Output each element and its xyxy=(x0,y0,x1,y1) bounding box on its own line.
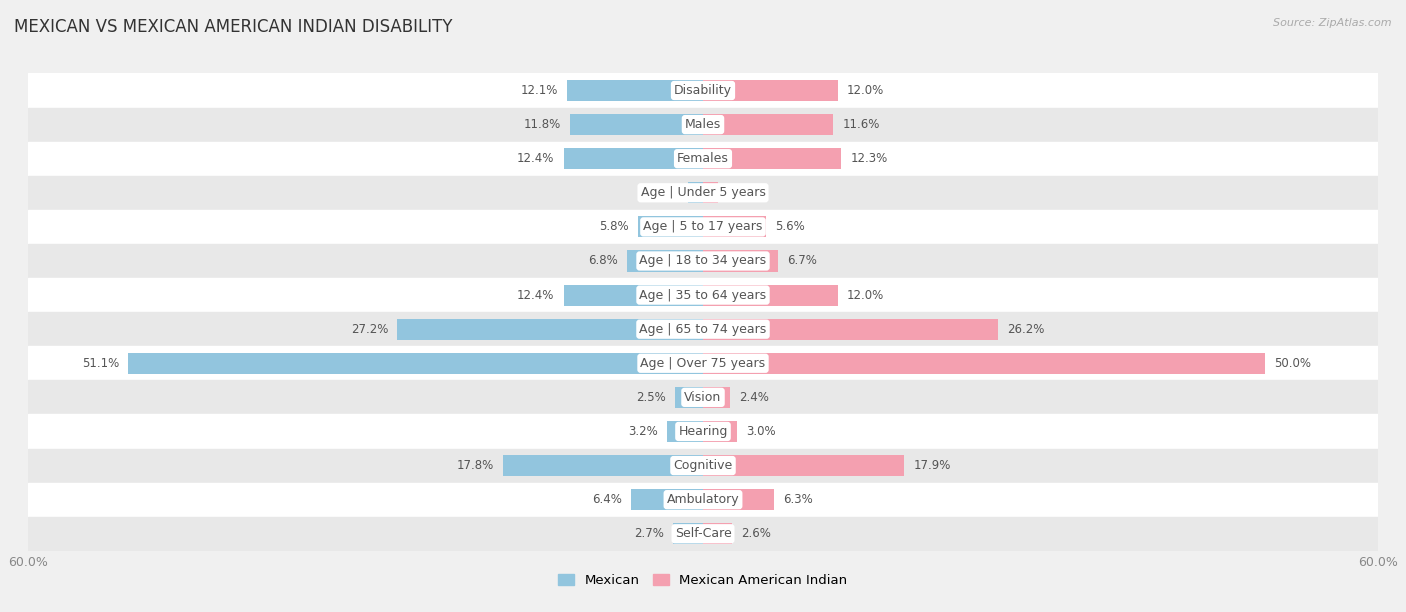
Bar xyxy=(28,210,1378,244)
Text: Age | 18 to 34 years: Age | 18 to 34 years xyxy=(640,255,766,267)
Text: Self-Care: Self-Care xyxy=(675,528,731,540)
Text: 12.3%: 12.3% xyxy=(851,152,887,165)
Bar xyxy=(28,414,1378,449)
Text: 2.5%: 2.5% xyxy=(636,391,666,404)
Text: 12.0%: 12.0% xyxy=(846,84,884,97)
Bar xyxy=(703,182,717,203)
Bar xyxy=(703,421,737,442)
Bar xyxy=(703,387,730,408)
Text: 6.3%: 6.3% xyxy=(783,493,813,506)
Bar xyxy=(564,285,703,305)
Bar xyxy=(703,80,838,101)
Text: 12.4%: 12.4% xyxy=(517,289,554,302)
Text: 50.0%: 50.0% xyxy=(1274,357,1312,370)
Bar xyxy=(703,285,838,305)
Text: 2.7%: 2.7% xyxy=(634,528,664,540)
Bar xyxy=(396,319,703,340)
Text: Age | Under 5 years: Age | Under 5 years xyxy=(641,186,765,200)
Bar xyxy=(703,250,779,272)
Legend: Mexican, Mexican American Indian: Mexican, Mexican American Indian xyxy=(553,569,853,592)
Text: Females: Females xyxy=(678,152,728,165)
Text: 12.1%: 12.1% xyxy=(520,84,558,97)
Text: 12.4%: 12.4% xyxy=(517,152,554,165)
Text: Age | 5 to 17 years: Age | 5 to 17 years xyxy=(644,220,762,233)
Bar xyxy=(28,108,1378,141)
Bar xyxy=(703,353,1265,374)
Text: Age | 65 to 74 years: Age | 65 to 74 years xyxy=(640,323,766,335)
Bar xyxy=(571,114,703,135)
Bar xyxy=(703,216,766,237)
Bar xyxy=(672,523,703,544)
Text: 17.9%: 17.9% xyxy=(914,459,950,472)
Bar xyxy=(28,141,1378,176)
Text: MEXICAN VS MEXICAN AMERICAN INDIAN DISABILITY: MEXICAN VS MEXICAN AMERICAN INDIAN DISAB… xyxy=(14,18,453,36)
Text: 2.6%: 2.6% xyxy=(741,528,770,540)
Text: 12.0%: 12.0% xyxy=(846,289,884,302)
Bar xyxy=(689,182,703,203)
Bar xyxy=(564,148,703,170)
Text: Age | 35 to 64 years: Age | 35 to 64 years xyxy=(640,289,766,302)
Bar xyxy=(703,523,733,544)
Bar xyxy=(631,489,703,510)
Text: 3.2%: 3.2% xyxy=(628,425,658,438)
Bar xyxy=(28,278,1378,312)
Bar xyxy=(28,346,1378,380)
Text: 2.4%: 2.4% xyxy=(740,391,769,404)
Bar xyxy=(28,517,1378,551)
Bar xyxy=(28,483,1378,517)
Text: Ambulatory: Ambulatory xyxy=(666,493,740,506)
Text: 6.7%: 6.7% xyxy=(787,255,817,267)
Bar xyxy=(638,216,703,237)
Text: 6.4%: 6.4% xyxy=(592,493,621,506)
Bar xyxy=(703,489,773,510)
Text: 5.6%: 5.6% xyxy=(775,220,804,233)
Bar xyxy=(28,244,1378,278)
Text: Vision: Vision xyxy=(685,391,721,404)
Bar xyxy=(28,380,1378,414)
Bar xyxy=(567,80,703,101)
Text: Hearing: Hearing xyxy=(678,425,728,438)
Text: 11.6%: 11.6% xyxy=(842,118,880,131)
Text: 1.3%: 1.3% xyxy=(650,186,679,200)
Text: 1.3%: 1.3% xyxy=(727,186,756,200)
Text: 6.8%: 6.8% xyxy=(588,255,617,267)
Text: Cognitive: Cognitive xyxy=(673,459,733,472)
Bar xyxy=(703,455,904,476)
Bar xyxy=(666,421,703,442)
Text: 27.2%: 27.2% xyxy=(350,323,388,335)
Bar xyxy=(28,73,1378,108)
Text: 26.2%: 26.2% xyxy=(1007,323,1045,335)
Bar xyxy=(703,148,841,170)
Text: 3.0%: 3.0% xyxy=(745,425,775,438)
Text: Disability: Disability xyxy=(673,84,733,97)
Text: 51.1%: 51.1% xyxy=(82,357,120,370)
Bar xyxy=(703,114,834,135)
Text: Males: Males xyxy=(685,118,721,131)
Bar xyxy=(503,455,703,476)
Text: 17.8%: 17.8% xyxy=(457,459,494,472)
Bar xyxy=(128,353,703,374)
Text: 11.8%: 11.8% xyxy=(524,118,561,131)
Bar xyxy=(28,176,1378,210)
Bar xyxy=(28,449,1378,483)
Bar xyxy=(675,387,703,408)
Text: Source: ZipAtlas.com: Source: ZipAtlas.com xyxy=(1274,18,1392,28)
Bar xyxy=(627,250,703,272)
Text: 5.8%: 5.8% xyxy=(599,220,628,233)
Bar xyxy=(28,312,1378,346)
Text: Age | Over 75 years: Age | Over 75 years xyxy=(641,357,765,370)
Bar xyxy=(703,319,998,340)
